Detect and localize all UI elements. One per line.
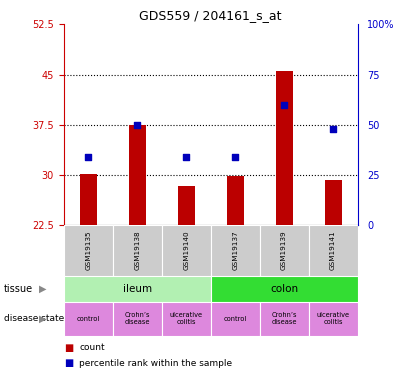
Text: percentile rank within the sample: percentile rank within the sample <box>79 358 233 368</box>
Bar <box>309 225 358 276</box>
Text: ▶: ▶ <box>39 314 47 324</box>
Text: control: control <box>224 316 247 322</box>
Text: ■: ■ <box>64 343 73 353</box>
Bar <box>260 302 309 336</box>
Bar <box>211 276 358 302</box>
Bar <box>162 225 211 276</box>
Text: ileum: ileum <box>122 284 152 294</box>
Text: GSM19139: GSM19139 <box>281 231 287 270</box>
Bar <box>162 302 211 336</box>
Bar <box>129 124 146 225</box>
Text: ulcerative
colitis: ulcerative colitis <box>316 312 350 325</box>
Bar <box>64 302 113 336</box>
Bar <box>211 302 260 336</box>
Text: ▶: ▶ <box>39 284 47 294</box>
Bar <box>80 174 97 225</box>
Bar <box>309 302 358 336</box>
Point <box>85 154 92 160</box>
Bar <box>113 225 162 276</box>
Text: control: control <box>76 316 100 322</box>
Text: ulcerative
colitis: ulcerative colitis <box>170 312 203 325</box>
Bar <box>64 225 113 276</box>
Bar <box>211 225 260 276</box>
Bar <box>325 180 342 225</box>
Point <box>134 122 141 128</box>
Bar <box>260 225 309 276</box>
Text: Crohn’s
disease: Crohn’s disease <box>271 312 297 325</box>
Text: GSM19141: GSM19141 <box>330 231 336 270</box>
Text: colon: colon <box>270 284 298 294</box>
Bar <box>113 302 162 336</box>
Point <box>183 154 189 160</box>
Text: GSM19137: GSM19137 <box>232 231 238 270</box>
Text: disease state: disease state <box>4 314 65 323</box>
Text: tissue: tissue <box>4 284 33 294</box>
Bar <box>178 186 195 225</box>
Bar <box>64 276 211 302</box>
Text: ■: ■ <box>64 358 73 368</box>
Bar <box>226 176 244 225</box>
Text: GSM19135: GSM19135 <box>85 231 91 270</box>
Point <box>330 126 336 132</box>
Bar <box>275 71 293 225</box>
Text: count: count <box>79 344 105 352</box>
Text: GSM19140: GSM19140 <box>183 231 189 270</box>
Point <box>232 154 238 160</box>
Title: GDS559 / 204161_s_at: GDS559 / 204161_s_at <box>139 9 282 22</box>
Point <box>281 102 287 108</box>
Text: Crohn’s
disease: Crohn’s disease <box>125 312 150 325</box>
Text: GSM19138: GSM19138 <box>134 231 140 270</box>
